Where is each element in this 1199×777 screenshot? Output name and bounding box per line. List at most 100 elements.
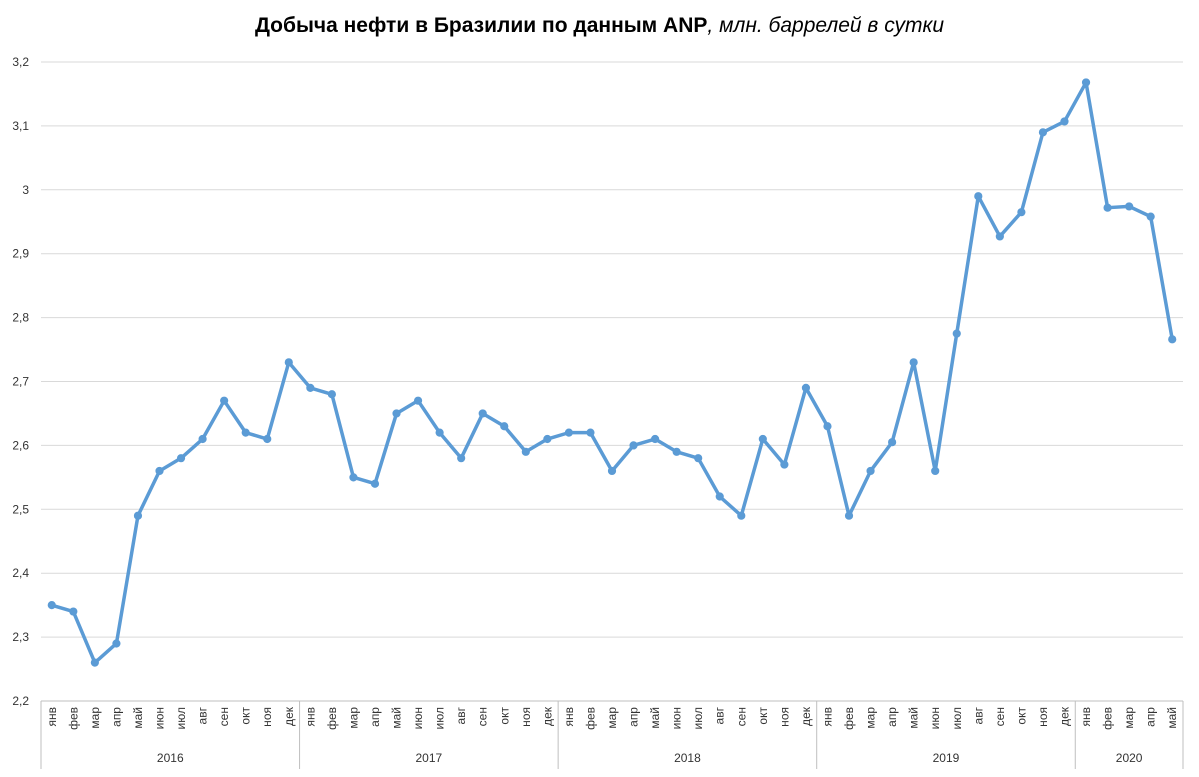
x-tick-label-фев: фев	[325, 707, 339, 730]
x-tick-label-май: май	[1165, 707, 1179, 729]
x-tick-label-май: май	[648, 707, 662, 729]
x-tick-label-июл: июл	[174, 707, 188, 729]
year-label: 2018	[674, 751, 701, 765]
x-tick-label-ноя: ноя	[260, 707, 274, 727]
data-point	[263, 434, 272, 444]
data-point	[909, 358, 918, 367]
x-tick-label-июн: июн	[928, 707, 942, 729]
data-point	[672, 447, 681, 456]
x-axis: янв фев мар апр май июн июл авг сен окт ноя дек янв ф…	[40, 701, 1184, 769]
data-point	[413, 396, 423, 405]
data-point	[90, 658, 99, 667]
x-tick-label-мар: мар	[88, 707, 102, 729]
data-point	[694, 454, 703, 463]
y-tick-label: 2,3	[12, 630, 29, 644]
y-tick-label: 2,5	[12, 502, 29, 516]
x-tick-label-авг: авг	[196, 706, 210, 724]
data-point	[801, 383, 811, 392]
x-tick-label-дек: дек	[799, 706, 813, 726]
data-point	[198, 434, 207, 444]
series-oil-production	[47, 78, 1177, 667]
x-tick-label-апр: апр	[885, 707, 899, 727]
x-tick-label-янв: янв	[820, 707, 834, 727]
data-point	[823, 422, 832, 431]
data-point	[457, 454, 466, 463]
data-point	[844, 511, 854, 520]
x-tick-label-окт: окт	[239, 707, 253, 725]
chart-title-main: Добыча нефти в Бразилии по данным ANP	[254, 14, 708, 37]
data-point	[241, 428, 250, 437]
x-tick-label-дек: дек	[282, 706, 296, 726]
data-point	[866, 466, 875, 476]
y-tick-label: 2,2	[12, 694, 29, 708]
y-tick-label: 3,1	[12, 119, 29, 133]
data-point	[521, 447, 530, 456]
x-tick-label-янв: янв	[45, 707, 59, 727]
data-point	[176, 454, 186, 463]
x-tick-label-ноя: ноя	[519, 707, 533, 727]
x-tick-label-фев: фев	[66, 707, 80, 730]
data-point	[543, 434, 552, 444]
data-point	[1125, 202, 1134, 211]
y-tick-label: 3,2	[12, 55, 29, 69]
chart-title: Добыча нефти в Бразилии по данным ANP, м…	[0, 14, 1199, 38]
data-point	[607, 466, 617, 476]
data-point	[69, 607, 78, 616]
x-tick-label-сен: сен	[734, 707, 748, 726]
x-tick-label-ноя: ноя	[1036, 707, 1050, 727]
x-tick-label-авг: авг	[971, 706, 985, 724]
data-point	[1146, 212, 1155, 221]
data-point	[1103, 203, 1112, 212]
data-point	[780, 460, 789, 469]
x-tick-label-апр: апр	[627, 707, 641, 727]
y-axis: 2,2 2,3 2,4 2,5 2,6 2,7 2,8 2,9 3 3,1 3,2	[12, 55, 29, 708]
x-tick-label-окт: окт	[1014, 707, 1028, 725]
data-point	[306, 383, 315, 392]
x-tick-label-авг: авг	[454, 706, 468, 724]
data-point	[284, 358, 293, 367]
x-tick-label-янв: янв	[303, 707, 317, 727]
x-tick-label-фев: фев	[842, 707, 856, 730]
y-tick-label: 2,6	[12, 438, 29, 452]
x-tick-label-сен: сен	[993, 707, 1007, 726]
x-tick-label-июн: июн	[153, 707, 167, 729]
gridlines	[41, 61, 1183, 702]
x-tick-label-июл: июл	[433, 707, 447, 729]
y-tick-label: 2,8	[12, 311, 29, 325]
data-point	[220, 396, 229, 405]
x-tick-label-янв: янв	[1079, 707, 1093, 727]
year-label: 2020	[1116, 751, 1143, 765]
data-point	[888, 438, 897, 447]
data-point	[47, 601, 56, 610]
data-point	[1081, 78, 1091, 87]
x-tick-label-мар: мар	[1122, 707, 1136, 729]
data-point	[112, 639, 121, 648]
data-point	[1060, 117, 1069, 126]
data-point	[715, 492, 724, 501]
x-tick-label-май: май	[131, 707, 145, 729]
x-tick-label-сен: сен	[217, 707, 231, 726]
data-point	[392, 409, 401, 418]
series-line	[50, 80, 1174, 665]
data-point	[995, 232, 1004, 241]
data-point	[586, 428, 595, 437]
chart-title-units: , млн. баррелей в сутки	[707, 14, 945, 37]
x-tick-label-мар: мар	[605, 707, 619, 729]
x-tick-label-мар: мар	[864, 707, 878, 729]
data-point	[435, 428, 444, 437]
x-tick-label-май: май	[907, 707, 921, 729]
x-tick-label-янв: янв	[562, 707, 576, 727]
x-tick-label-дек: дек	[540, 706, 554, 726]
year-label: 2016	[157, 751, 184, 765]
year-label: 2017	[415, 751, 442, 765]
x-tick-label-окт: окт	[756, 707, 770, 725]
data-point	[155, 466, 164, 476]
x-tick-label-май: май	[390, 707, 404, 729]
x-tick-label-июл: июл	[691, 707, 705, 729]
data-point	[758, 434, 767, 444]
data-point	[500, 422, 509, 431]
data-point	[974, 192, 983, 201]
y-tick-label: 2,9	[12, 247, 29, 261]
x-tick-label-апр: апр	[1144, 707, 1158, 727]
